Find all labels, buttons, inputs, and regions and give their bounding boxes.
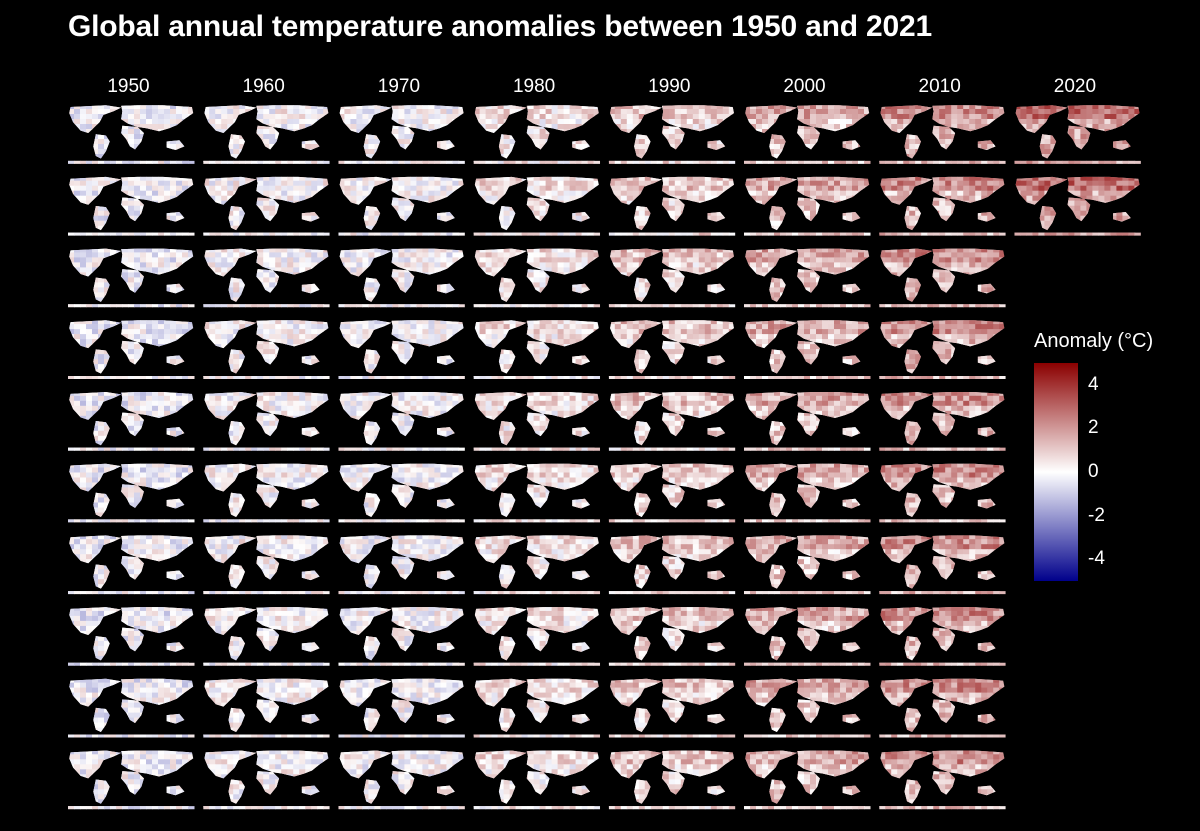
year-map-panel xyxy=(68,176,195,236)
facet-column-label: 2020 xyxy=(1054,76,1096,97)
year-map-panel xyxy=(68,607,195,666)
facet-column-label: 2000 xyxy=(783,76,825,97)
year-map-panel xyxy=(338,750,465,810)
year-map-panel xyxy=(879,105,1006,164)
facet-panels xyxy=(68,105,1141,810)
year-map-panel xyxy=(879,392,1006,451)
year-map-panel xyxy=(473,392,601,451)
year-map-panel xyxy=(68,678,195,738)
year-map-panel xyxy=(338,320,465,379)
legend-tick-label: 0 xyxy=(1088,461,1099,482)
year-map-panel xyxy=(473,463,601,523)
year-map-panel xyxy=(608,176,736,236)
year-map-panel xyxy=(68,392,195,451)
year-map-panel xyxy=(879,678,1006,738)
year-map-panel xyxy=(203,320,330,379)
year-map-panel xyxy=(203,248,330,308)
year-map-panel xyxy=(338,463,465,523)
year-map-panel xyxy=(608,750,736,810)
year-map-panel xyxy=(608,607,736,666)
year-map-panel xyxy=(203,463,330,523)
year-map-panel xyxy=(744,176,871,236)
year-map-panel xyxy=(473,248,601,308)
year-map-panel xyxy=(203,678,330,738)
year-map-panel xyxy=(68,105,195,164)
year-map-panel xyxy=(68,750,195,810)
year-map-panel xyxy=(338,176,465,236)
year-map-panel xyxy=(879,750,1006,810)
year-map-panel xyxy=(879,607,1006,666)
year-map-panel xyxy=(203,176,330,236)
year-map-panel xyxy=(879,176,1006,236)
year-map-panel xyxy=(338,105,465,164)
year-map-panel xyxy=(608,320,736,379)
year-map-panel xyxy=(473,176,601,236)
legend-color-bar xyxy=(1034,363,1078,581)
year-map-panel xyxy=(338,535,465,595)
year-map-panel xyxy=(68,535,195,595)
year-map-panel xyxy=(473,535,601,595)
year-map-panel xyxy=(744,248,871,308)
facet-column-label: 1990 xyxy=(648,76,690,97)
legend-tick-label: 2 xyxy=(1088,417,1099,439)
year-map-panel xyxy=(473,320,601,379)
facet-column-labels: 1950 1960 1970 1980 1990 2000 2010 2020 xyxy=(107,76,1096,97)
year-map-panel xyxy=(744,392,871,451)
color-legend: Anomaly (°C) 4 2 0 -2 -4 xyxy=(1034,330,1194,600)
year-map-panel xyxy=(608,105,736,164)
legend-tick-label: -2 xyxy=(1088,504,1105,526)
year-map-panel xyxy=(744,105,871,164)
year-map-panel xyxy=(1014,105,1141,164)
year-map-panel xyxy=(879,463,1006,523)
facet-column-label: 1960 xyxy=(243,76,285,97)
chart-title: Global annual temperature anomalies betw… xyxy=(68,10,932,43)
facet-column-label: 2010 xyxy=(919,76,961,97)
facet-column-label: 1970 xyxy=(378,76,420,97)
year-map-panel xyxy=(608,392,736,451)
year-map-panel xyxy=(744,463,871,523)
year-map-panel xyxy=(203,392,330,451)
legend-tick-label: 4 xyxy=(1088,373,1099,395)
year-map-panel xyxy=(338,248,465,308)
year-map-panel xyxy=(68,248,195,308)
year-map-panel xyxy=(744,535,871,595)
year-map-panel xyxy=(879,535,1006,595)
facet-column-label: 1980 xyxy=(513,76,555,97)
year-map-panel xyxy=(68,320,195,379)
year-map-panel xyxy=(203,750,330,810)
year-map-panel xyxy=(473,750,601,810)
year-map-panel xyxy=(608,535,736,595)
year-map-panel xyxy=(203,105,330,164)
legend-title: Anomaly (°C) xyxy=(1034,330,1154,352)
year-map-panel xyxy=(473,678,601,738)
year-map-panel xyxy=(68,463,195,523)
year-map-panel xyxy=(879,320,1006,379)
year-map-panel xyxy=(744,678,871,738)
year-map-panel xyxy=(608,678,736,738)
year-map-panel xyxy=(338,678,465,738)
year-map-panel xyxy=(608,463,736,523)
year-map-panel xyxy=(203,607,330,666)
facet-column-label: 1950 xyxy=(107,76,149,97)
year-map-panel xyxy=(1014,176,1141,236)
year-map-panel xyxy=(338,607,465,666)
year-map-panel xyxy=(744,750,871,810)
year-map-panel xyxy=(338,392,465,451)
year-map-panel xyxy=(608,248,736,308)
year-map-panel xyxy=(473,607,601,666)
year-map-panel xyxy=(473,105,601,164)
year-map-panel xyxy=(744,320,871,379)
legend-tick-label: -4 xyxy=(1088,548,1105,570)
year-map-panel xyxy=(879,248,1006,308)
year-map-panel xyxy=(744,607,871,666)
year-map-panel xyxy=(203,535,330,595)
